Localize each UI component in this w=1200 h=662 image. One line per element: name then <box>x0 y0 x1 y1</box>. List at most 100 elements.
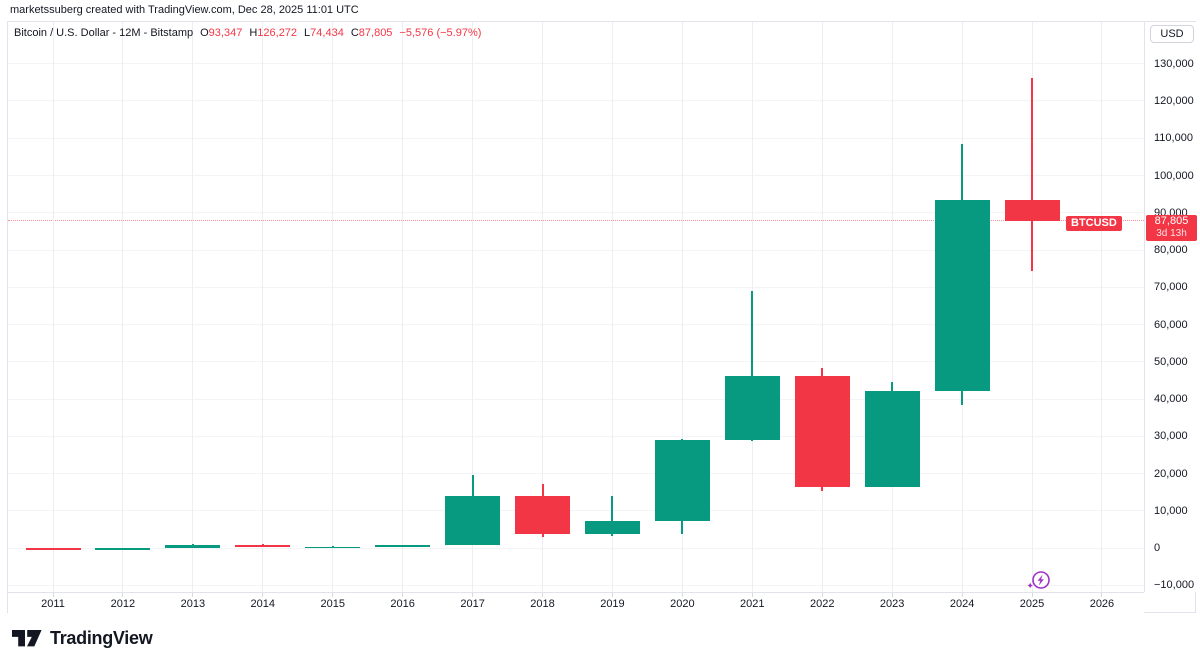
y-tick-label-110000: 110,000 <box>1154 132 1193 145</box>
brand-name: TradingView <box>50 628 153 648</box>
x-tick-label-2014: 2014 <box>250 598 276 610</box>
gridline-horizontal <box>8 547 1144 549</box>
candle-2020[interactable] <box>654 440 710 522</box>
x-tick-label-2025: 2025 <box>1019 598 1045 610</box>
x-tickmark <box>681 593 683 597</box>
symbol-title[interactable]: Bitcoin / U.S. Dollar - 12M - Bitstamp <box>14 27 194 39</box>
y-tick-label--10000: −10,000 <box>1154 579 1195 592</box>
candle-2018[interactable] <box>515 496 570 535</box>
x-tickmark <box>472 593 474 597</box>
x-tick-label-2023: 2023 <box>879 598 905 610</box>
x-tick-label-2026: 2026 <box>1089 598 1115 610</box>
candle-wick-2025 <box>1031 77 1034 271</box>
gridline-horizontal <box>8 510 1144 512</box>
x-tickmark <box>1101 593 1103 597</box>
candle-wick-2021 <box>751 291 754 441</box>
gridline-horizontal <box>8 249 1144 251</box>
x-tickmark <box>961 593 963 597</box>
last-price-label: 87,805 3d 13h <box>1146 214 1197 241</box>
gridline-horizontal <box>8 63 1144 65</box>
candle-2014[interactable] <box>235 545 291 548</box>
y-tick-label-100000: 100,000 <box>1154 169 1194 182</box>
chart-legend: Bitcoin / U.S. Dollar - 12M - Bitstamp O… <box>14 27 481 39</box>
gridline-horizontal <box>8 100 1144 102</box>
candle-2022[interactable] <box>794 375 850 487</box>
gridline-horizontal <box>8 286 1144 288</box>
candle-2025[interactable] <box>1004 200 1060 221</box>
gridline-horizontal <box>8 435 1144 437</box>
x-tickmark <box>262 593 264 597</box>
candle-2023[interactable] <box>864 390 920 487</box>
x-tick-label-2018: 2018 <box>530 598 555 610</box>
ohlc-open: O93,347 <box>200 27 243 39</box>
gridline-vertical <box>332 22 334 592</box>
chart-frame: Bitcoin / U.S. Dollar - 12M - Bitstamp O… <box>7 21 1197 613</box>
candle-2016[interactable] <box>375 544 431 547</box>
ohlc-close: C87,805 <box>350 27 393 39</box>
event-lightning-icon[interactable] <box>1023 568 1055 592</box>
candle-2011[interactable] <box>25 548 81 550</box>
tradingview-branding[interactable]: TradingView <box>12 628 153 649</box>
y-tick-label-10000: 10,000 <box>1154 504 1188 517</box>
currency-toggle-button[interactable]: USD <box>1150 25 1194 43</box>
y-tick-label-130000: 130,000 <box>1154 57 1194 70</box>
gridline-vertical <box>1031 22 1033 592</box>
last-price-value: 87,805 <box>1154 214 1189 227</box>
ohlc-high: H126,272 <box>249 27 298 39</box>
candle-2013[interactable] <box>165 545 221 549</box>
gridline-vertical <box>1101 22 1103 592</box>
x-tick-label-2021: 2021 <box>740 598 765 610</box>
x-tick-label-2024: 2024 <box>949 598 975 610</box>
y-tick-label-0: 0 <box>1154 542 1161 555</box>
gridline-vertical <box>52 22 54 592</box>
plot-area[interactable]: Bitcoin / U.S. Dollar - 12M - Bitstamp O… <box>8 22 1144 592</box>
gridline-horizontal <box>8 584 1144 586</box>
change-value: −5,576 (−5.97%) <box>399 27 482 39</box>
y-tick-label-20000: 20,000 <box>1154 467 1188 480</box>
candle-2015[interactable] <box>305 546 361 549</box>
x-tickmark <box>821 593 823 597</box>
x-tick-label-2016: 2016 <box>390 598 415 610</box>
candle-2019[interactable] <box>584 521 640 535</box>
x-tick-label-2017: 2017 <box>460 598 485 610</box>
bar-close-countdown: 3d 13h <box>1156 227 1187 239</box>
symbol-price-tag: BTCUSD <box>1066 215 1122 231</box>
tradingview-logo-icon <box>12 630 42 647</box>
x-tickmark <box>891 593 893 597</box>
x-tickmark <box>192 593 194 597</box>
candle-2017[interactable] <box>445 496 501 545</box>
current-price-line <box>8 219 1144 221</box>
y-tick-label-60000: 60,000 <box>1154 318 1188 331</box>
gridline-vertical <box>192 22 194 592</box>
candle-2024[interactable] <box>934 200 990 391</box>
x-tickmark <box>751 593 753 597</box>
x-tick-label-2020: 2020 <box>670 598 695 610</box>
gridline-horizontal <box>8 361 1144 363</box>
x-tickmark <box>332 593 334 597</box>
price-axis[interactable]: USD 130,000 120,000 110,000 100,000 90,000 80… <box>1144 22 1197 592</box>
x-tickmark <box>1031 593 1033 597</box>
x-tick-label-2012: 2012 <box>110 598 136 610</box>
y-tick-label-40000: 40,000 <box>1154 393 1188 406</box>
y-tick-label-120000: 120,000 <box>1154 94 1194 107</box>
candle-2012[interactable] <box>95 548 151 550</box>
candle-wick-2019 <box>611 496 614 536</box>
gridline-vertical <box>472 22 474 592</box>
gridline-horizontal <box>8 398 1144 400</box>
gridline-vertical <box>402 22 404 592</box>
x-tick-label-2013: 2013 <box>180 598 206 610</box>
y-tick-label-50000: 50,000 <box>1154 355 1188 368</box>
gridline-horizontal <box>8 324 1144 326</box>
x-tickmark <box>542 593 543 597</box>
x-tick-label-2022: 2022 <box>809 598 835 610</box>
gridline-horizontal <box>8 212 1144 214</box>
candle-2021[interactable] <box>724 375 780 441</box>
x-tick-label-2015: 2015 <box>320 598 345 610</box>
time-axis[interactable]: 2011 2012 2013 2014 2015 2016 2017 2018 2019 2020… <box>8 592 1144 613</box>
x-tickmark <box>122 593 124 597</box>
x-tick-label-2011: 2011 <box>41 598 65 610</box>
gridline-vertical <box>122 22 124 592</box>
gridline-vertical <box>891 22 893 592</box>
gridline-vertical <box>681 22 683 592</box>
